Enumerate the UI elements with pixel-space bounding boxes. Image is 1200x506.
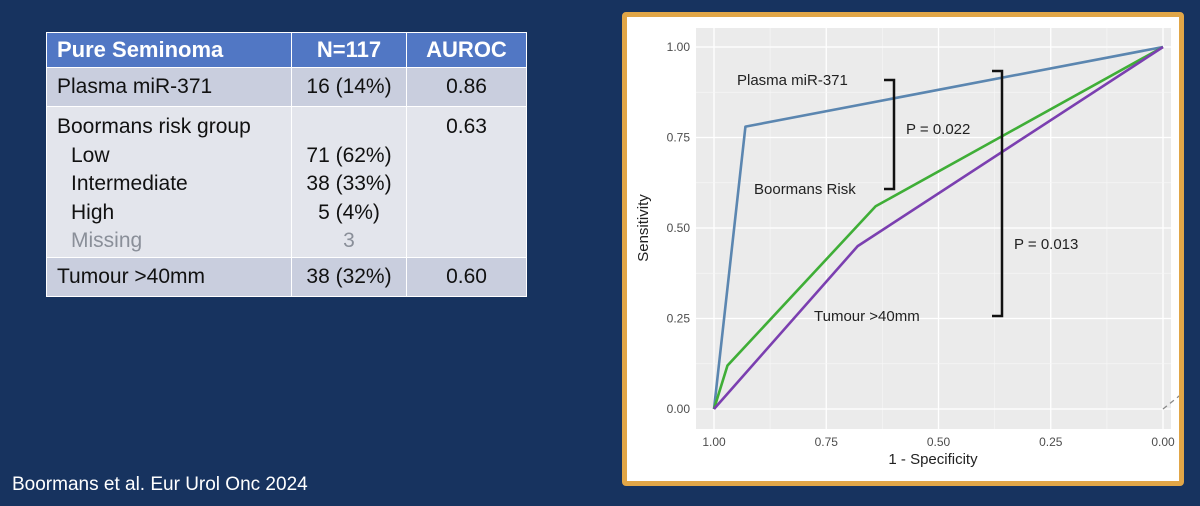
- x-tick-label: 0.75: [815, 435, 839, 449]
- table-row-mirna: Plasma miR-371 16 (14%) 0.86: [46, 67, 527, 107]
- sublabel-missing: Missing: [71, 229, 143, 252]
- citation: Boormans et al. Eur Urol Onc 2024: [12, 474, 308, 495]
- subn-intermediate: 38 (33%): [306, 172, 392, 195]
- row-label: Tumour >40mm: [57, 265, 206, 288]
- label-boormans: Boormans Risk: [754, 181, 856, 198]
- header-n: N=117: [291, 32, 407, 68]
- y-tick-label: 0.25: [667, 312, 691, 326]
- x-tick-label: 0.00: [1151, 435, 1175, 449]
- x-tick-label: 0.25: [1039, 435, 1063, 449]
- y-axis-title: Sensitivity: [635, 194, 652, 262]
- subn-low: 71 (62%): [306, 143, 392, 167]
- subn-high: 5 (4%): [318, 200, 380, 224]
- series-line-boormans-risk: [712, 45, 1164, 410]
- y-tick-label: 0.75: [667, 131, 691, 145]
- roc-chart-frame: 1.00 0.75 0.50 0.25 0.00 0.00 0.25 0.50 0.75 1.00…: [622, 12, 1184, 486]
- x-tick-label: 0.50: [927, 435, 951, 449]
- row-auroc: 0.60: [446, 265, 487, 288]
- table-header-row: Pure Seminoma N=117 AUROC: [46, 32, 527, 68]
- row-n: 16 (14%): [306, 75, 392, 98]
- series-line-tumour-40mm: [713, 45, 1164, 410]
- results-table: Pure Seminoma N=117 AUROC Plasma miR-371…: [46, 32, 527, 297]
- header-auroc: AUROC: [406, 32, 527, 68]
- label-mirna: Plasma miR-371: [737, 72, 848, 89]
- tick-labels: 1.00 0.75 0.50 0.25 0.00 0.00 0.25 0.50 0.75 1.00: [667, 40, 1175, 449]
- reference-diagonal: [1162, 395, 1179, 410]
- x-tick-label: 1.00: [702, 435, 726, 449]
- row-auroc: 0.86: [446, 75, 487, 98]
- bracket-p2: [992, 69, 1004, 318]
- annotations: Plasma miR-371 P = 0.022 Boormans Risk P…: [737, 69, 1078, 325]
- header-cohort: Pure Seminoma: [46, 32, 292, 68]
- row-auroc: 0.63: [446, 115, 487, 138]
- label-p2: P = 0.013: [1014, 236, 1078, 253]
- sublabel-low: Low: [71, 143, 110, 167]
- bracket-p1: [884, 78, 896, 191]
- x-axis-title: 1 - Specificity: [888, 451, 978, 468]
- row-label: Boormans risk group: [57, 115, 251, 138]
- row-label: Plasma miR-371: [57, 75, 213, 98]
- row-n: 38 (32%): [306, 265, 392, 288]
- y-tick-label: 0.50: [667, 221, 691, 235]
- table-row-boormans: Boormans risk group Low Intermediate Hig…: [46, 106, 527, 258]
- label-p1: P = 0.022: [906, 121, 970, 138]
- y-tick-label: 1.00: [667, 40, 691, 54]
- table-row-tumour: Tumour >40mm 38 (32%) 0.60: [46, 257, 527, 297]
- series-line-plasma-mir-371: [712, 45, 1164, 410]
- label-tumour: Tumour >40mm: [814, 308, 920, 325]
- reference-line: [1162, 395, 1179, 410]
- roc-chart: 1.00 0.75 0.50 0.25 0.000.000.250.500.751.00…: [627, 17, 1179, 481]
- series-lines: [712, 45, 1164, 410]
- sublabel-intermediate: Intermediate: [71, 172, 188, 195]
- sublabel-high: High: [71, 200, 115, 224]
- subn-missing: 3: [343, 229, 355, 252]
- y-tick-label: 0.00: [667, 402, 691, 416]
